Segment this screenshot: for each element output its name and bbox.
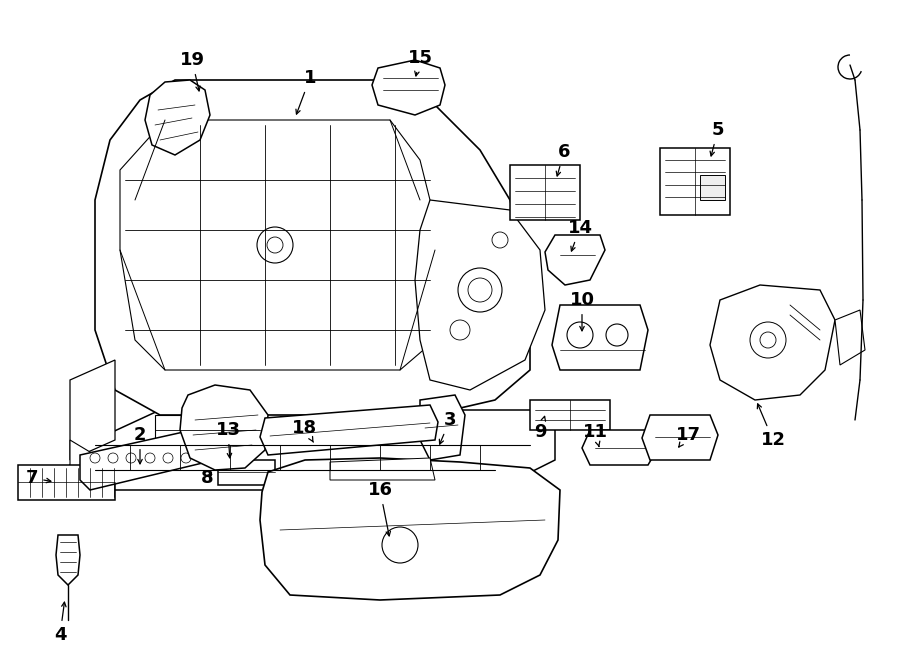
Circle shape bbox=[458, 268, 502, 312]
Circle shape bbox=[450, 320, 470, 340]
Polygon shape bbox=[510, 165, 580, 220]
Circle shape bbox=[760, 332, 776, 348]
Circle shape bbox=[108, 453, 118, 463]
Circle shape bbox=[267, 237, 283, 253]
Text: 14: 14 bbox=[568, 219, 592, 251]
Text: 16: 16 bbox=[367, 481, 392, 536]
Polygon shape bbox=[56, 535, 80, 585]
Polygon shape bbox=[545, 235, 605, 285]
Polygon shape bbox=[415, 200, 545, 390]
Circle shape bbox=[126, 453, 136, 463]
Text: 10: 10 bbox=[570, 291, 595, 330]
Circle shape bbox=[200, 453, 210, 463]
Text: 11: 11 bbox=[582, 423, 608, 447]
Circle shape bbox=[382, 527, 418, 563]
Text: 13: 13 bbox=[215, 421, 240, 458]
Circle shape bbox=[181, 453, 191, 463]
Polygon shape bbox=[642, 415, 718, 460]
Circle shape bbox=[257, 227, 293, 263]
Polygon shape bbox=[552, 305, 648, 370]
Polygon shape bbox=[155, 415, 260, 450]
Text: 1: 1 bbox=[296, 69, 316, 114]
Text: 9: 9 bbox=[534, 416, 546, 441]
Polygon shape bbox=[260, 405, 438, 455]
Text: 8: 8 bbox=[201, 469, 213, 487]
Circle shape bbox=[606, 324, 628, 346]
Text: 5: 5 bbox=[710, 121, 724, 156]
Polygon shape bbox=[330, 458, 435, 480]
Polygon shape bbox=[70, 440, 95, 490]
Polygon shape bbox=[70, 410, 555, 490]
Polygon shape bbox=[120, 120, 435, 370]
Polygon shape bbox=[700, 175, 725, 200]
Circle shape bbox=[145, 453, 155, 463]
Polygon shape bbox=[660, 148, 730, 215]
Text: 2: 2 bbox=[134, 426, 146, 464]
Text: 3: 3 bbox=[439, 411, 456, 444]
Circle shape bbox=[567, 322, 593, 348]
Polygon shape bbox=[530, 400, 610, 430]
Text: 4: 4 bbox=[54, 602, 67, 644]
Text: 18: 18 bbox=[292, 419, 318, 442]
Circle shape bbox=[90, 453, 100, 463]
Text: 19: 19 bbox=[179, 51, 204, 91]
Polygon shape bbox=[260, 458, 560, 600]
Polygon shape bbox=[420, 395, 465, 460]
Text: 17: 17 bbox=[676, 426, 700, 447]
Circle shape bbox=[468, 278, 492, 302]
Circle shape bbox=[163, 453, 173, 463]
Polygon shape bbox=[95, 80, 530, 415]
Polygon shape bbox=[835, 310, 865, 365]
Polygon shape bbox=[710, 285, 835, 400]
Circle shape bbox=[492, 232, 508, 248]
Text: 7: 7 bbox=[26, 469, 51, 487]
Circle shape bbox=[750, 322, 786, 358]
Text: 15: 15 bbox=[408, 49, 433, 76]
Polygon shape bbox=[582, 430, 658, 465]
Text: 12: 12 bbox=[757, 404, 786, 449]
Polygon shape bbox=[145, 80, 210, 155]
Polygon shape bbox=[218, 460, 275, 485]
Polygon shape bbox=[18, 465, 115, 500]
Polygon shape bbox=[70, 360, 115, 460]
Text: 6: 6 bbox=[556, 143, 571, 176]
Polygon shape bbox=[80, 425, 225, 490]
Polygon shape bbox=[372, 60, 445, 115]
Polygon shape bbox=[180, 385, 268, 470]
